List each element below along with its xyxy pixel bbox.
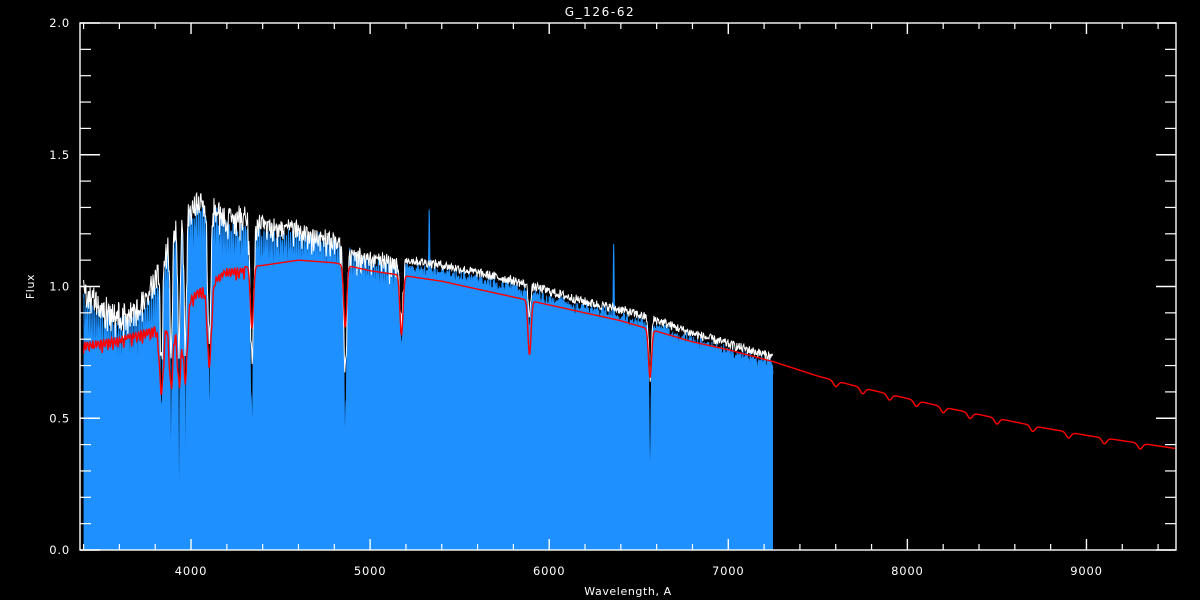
x-axis-tick-label: 9000	[1070, 564, 1102, 578]
y-axis-tick-label: 2.0	[49, 16, 70, 30]
observed-spectrum-fill	[83, 201, 773, 550]
axis-labels-layer: 4000 5000 6000 7000 8000 9000 0.0 0.5 1.0 1.5 2.0 W…	[24, 16, 1102, 598]
x-axis-tick-label: 8000	[891, 564, 923, 578]
y-axis-tick-label: 0.5	[49, 411, 70, 425]
y-axis-tick-label: 1.5	[49, 148, 70, 162]
axes-layer	[79, 22, 1177, 551]
smoothed-spectrum-line	[83, 191, 774, 382]
x-axis-tick-label: 7000	[712, 564, 744, 578]
x-axis-tick-label: 4000	[175, 564, 207, 578]
x-axis-tick-label: 6000	[533, 564, 565, 578]
model-fit-line	[82, 259, 1177, 450]
y-axis-title: Flux	[24, 274, 37, 299]
x-axis-tick-label: 5000	[354, 564, 386, 578]
y-axis-tick-label: 1.0	[49, 280, 70, 294]
data-series-layer	[82, 191, 1177, 551]
plot-title: G_126-62	[565, 5, 636, 19]
x-axis-title: Wavelength, A	[584, 585, 672, 598]
error-spectrum-line	[83, 540, 774, 551]
y-axis-tick-label: 0.0	[49, 543, 70, 557]
